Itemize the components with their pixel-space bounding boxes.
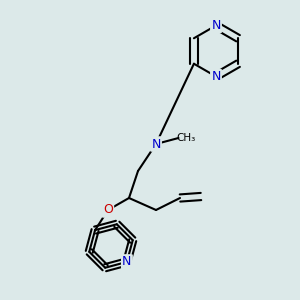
Text: N: N [151,137,161,151]
Text: N: N [211,70,221,83]
Text: N: N [122,255,132,268]
Text: N: N [211,19,221,32]
Text: O: O [103,203,113,217]
Text: CH₃: CH₃ [176,133,196,143]
